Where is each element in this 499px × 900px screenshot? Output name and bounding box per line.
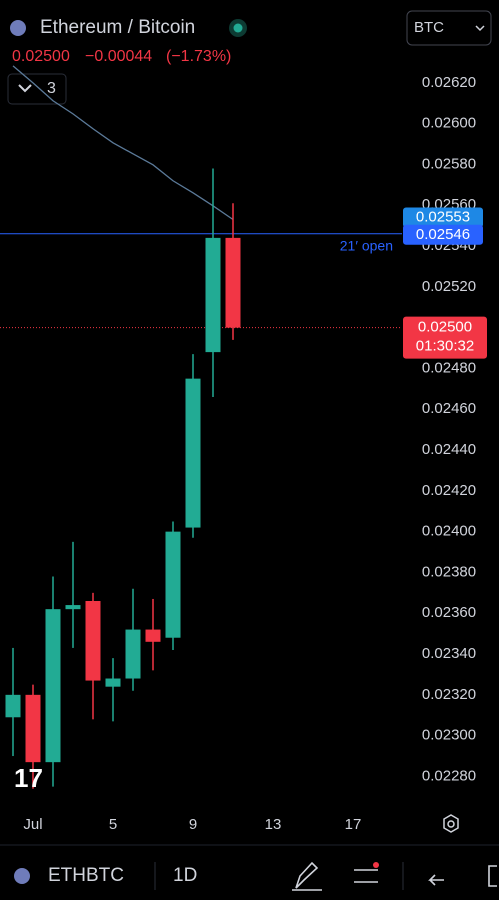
logo: 17	[14, 763, 43, 793]
ticker[interactable]: ETHBTC	[48, 865, 124, 886]
y-tick-label: 0.02360	[422, 604, 476, 621]
y-tick-label: 0.02620	[422, 74, 476, 91]
candle-body	[25, 694, 41, 763]
y-tick-label: 0.02580	[422, 155, 476, 172]
y-tick-label: 0.02520	[422, 278, 476, 295]
candle-body	[65, 605, 81, 610]
x-tick-label: 13	[265, 816, 282, 833]
price-badge-label: 0.02500	[418, 319, 472, 336]
draw-icon[interactable]	[292, 861, 322, 891]
change: −0.00044	[85, 48, 152, 65]
price-badge	[403, 316, 487, 359]
candle-body	[125, 629, 141, 679]
price-badge	[403, 207, 483, 228]
currency-select[interactable]	[406, 10, 492, 46]
layout-icon[interactable]	[488, 865, 497, 887]
change-pct: (−1.73%)	[166, 48, 231, 65]
candle-body	[85, 601, 101, 681]
open-line-label: 21′ open	[340, 238, 393, 254]
y-tick-label: 0.02340	[422, 645, 476, 662]
y-tick-label: 0.02480	[422, 359, 476, 376]
y-tick-label: 0.02400	[422, 523, 476, 540]
undo-icon[interactable]	[428, 874, 444, 886]
coin-icon	[10, 20, 26, 36]
candle-body	[5, 694, 21, 718]
indicator-count: 3	[47, 80, 56, 97]
currency: BTC	[414, 19, 444, 36]
indicators-button[interactable]	[7, 73, 67, 105]
price-badge	[403, 224, 483, 245]
moving-average	[12, 65, 234, 221]
status-dot	[233, 23, 243, 33]
x-tick-label: 17	[345, 816, 362, 833]
y-tick-label: 0.02300	[422, 727, 476, 744]
candle-body	[145, 629, 161, 642]
candle-body	[45, 609, 61, 763]
indicator-icon[interactable]	[354, 869, 378, 883]
candle-body	[105, 678, 121, 687]
plot: 0.02280 0.02300 0.02320 0.02340 0.02360 0.023…	[0, 65, 487, 833]
settings-icon-center	[447, 820, 455, 828]
x-tick-label: 9	[189, 816, 197, 833]
y-tick-label: 0.02600	[422, 115, 476, 132]
coin-icon	[14, 868, 30, 884]
settings-icon[interactable]	[443, 814, 459, 833]
x-tick-label: 5	[109, 816, 117, 833]
x-tick-label: Jul	[23, 816, 42, 833]
interval[interactable]: 1D	[173, 865, 197, 886]
y-tick-label: 0.02380	[422, 563, 476, 580]
last-price: 0.02500	[12, 48, 70, 65]
y-tick-label: 0.02280	[422, 767, 476, 784]
candle-body	[185, 378, 201, 528]
y-tick-label: 0.02460	[422, 400, 476, 417]
candle-body	[165, 531, 181, 638]
chevron	[18, 84, 32, 93]
y-tick-label: 0.02320	[422, 686, 476, 703]
y-tick-label: 0.02440	[422, 441, 476, 458]
notification-dot	[373, 862, 379, 868]
price-badge-label: 0.02546	[416, 226, 470, 243]
symbol-title[interactable]: Ethereum / Bitcoin	[40, 17, 195, 38]
candle-body	[225, 237, 241, 328]
candle-body	[205, 237, 221, 353]
countdown: 01:30:32	[416, 338, 474, 355]
chevron	[475, 25, 485, 32]
price-badge-label: 0.02553	[416, 208, 470, 225]
y-tick-label: 0.02420	[422, 482, 476, 499]
